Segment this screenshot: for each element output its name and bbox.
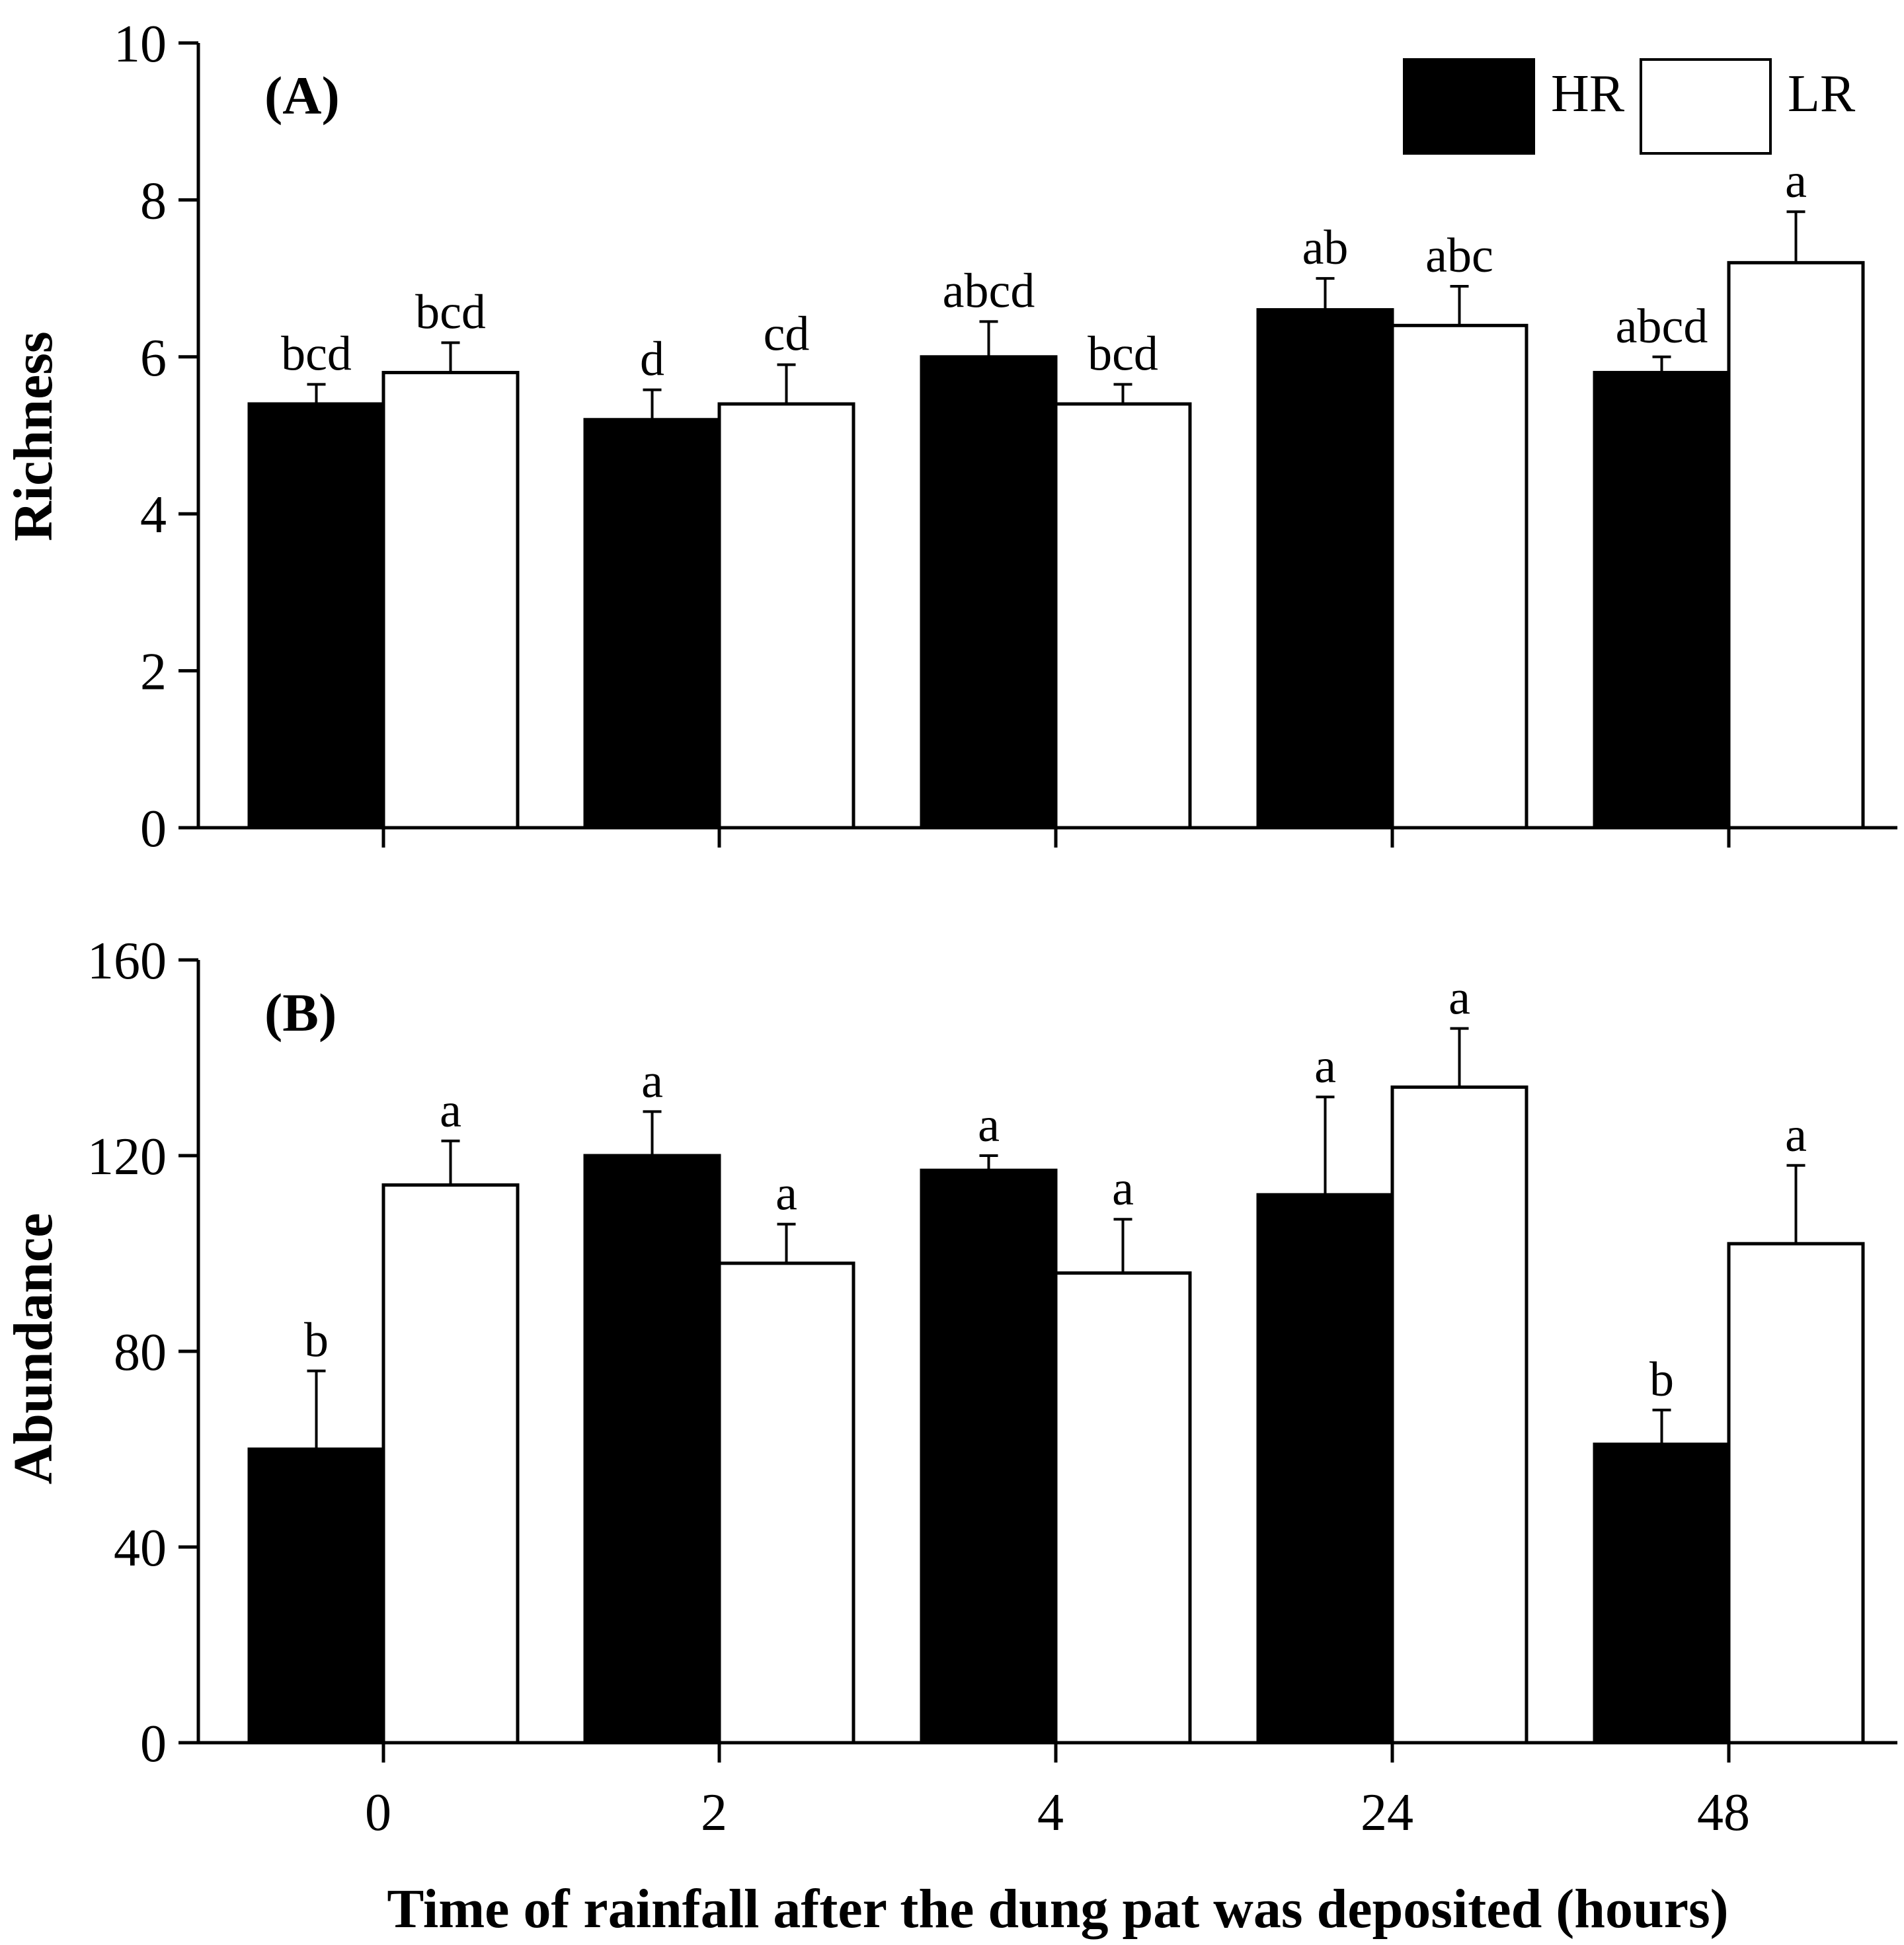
significance-letter: a — [1448, 971, 1470, 1025]
bar-lr — [1727, 260, 1865, 830]
significance-letter: a — [440, 1084, 461, 1138]
x-tick-label: 48 — [1697, 1784, 1750, 1842]
bar-hr — [583, 1154, 721, 1745]
significance-letter: b — [304, 1314, 329, 1368]
bar-lr — [1390, 323, 1528, 830]
significance-letter: a — [1785, 154, 1807, 208]
significance-letter: a — [1785, 1108, 1807, 1162]
bar-hr — [247, 1447, 385, 1745]
significance-letter: abcd — [1616, 299, 1708, 354]
significance-letter: a — [1112, 1162, 1134, 1216]
legend: HR LR — [1403, 58, 1856, 155]
y-tick-label: 4 — [140, 486, 167, 544]
legend-label-hr: HR — [1551, 65, 1625, 123]
x-axis-title: Time of rainfall after the dung pat was … — [387, 1878, 1728, 1940]
bar-lr — [717, 1261, 855, 1745]
significance-letter: d — [640, 333, 664, 387]
y-tick-label: 8 — [140, 172, 167, 230]
significance-letter: b — [1649, 1353, 1674, 1407]
bar-lr — [381, 371, 520, 830]
bar-lr — [381, 1183, 520, 1745]
bar-hr — [583, 418, 721, 830]
significance-letter: bcd — [281, 327, 352, 381]
panel-label: (B) — [264, 982, 337, 1043]
significance-letter: ab — [1302, 221, 1349, 275]
bar-hr — [1256, 1193, 1394, 1745]
x-tick-label: 0 — [365, 1784, 391, 1842]
bar-hr — [920, 355, 1058, 830]
bar-hr — [247, 402, 385, 830]
significance-letter: a — [775, 1167, 797, 1221]
y-tick-label: 2 — [140, 643, 167, 701]
y-tick-label: 0 — [140, 800, 167, 858]
bar-lr — [1390, 1085, 1528, 1745]
panel-label: (A) — [264, 65, 340, 126]
significance-letter: a — [641, 1054, 663, 1108]
y-tick-label: 6 — [140, 329, 167, 387]
bar-lr — [717, 402, 855, 830]
y-tick-label: 120 — [87, 1128, 167, 1186]
bar-lr — [1054, 1271, 1192, 1745]
y-tick-label: 40 — [114, 1519, 167, 1577]
significance-letter: cd — [764, 307, 810, 362]
bar-hr — [1593, 1443, 1731, 1745]
legend-label-lr: LR — [1788, 65, 1856, 123]
y-tick-label: 10 — [114, 15, 167, 73]
significance-letter: a — [1314, 1039, 1336, 1093]
x-tick-label: 2 — [701, 1784, 727, 1842]
significance-letter: abcd — [943, 264, 1035, 318]
bar-hr — [1593, 371, 1731, 830]
significance-letter: abc — [1425, 229, 1493, 283]
bar-lr — [1727, 1242, 1865, 1745]
legend-swatch-hr — [1403, 58, 1535, 155]
x-tick-label: 4 — [1037, 1784, 1064, 1842]
significance-letter: bcd — [415, 285, 486, 339]
y-tick-label: 80 — [114, 1324, 167, 1382]
y-axis-title: Richness — [3, 331, 64, 541]
y-tick-label: 0 — [140, 1715, 167, 1773]
bar-hr — [920, 1168, 1058, 1745]
x-tick-label: 24 — [1361, 1784, 1413, 1842]
bar-hr — [1256, 308, 1394, 830]
bar-lr — [1054, 402, 1192, 830]
y-tick-label: 160 — [87, 932, 167, 990]
significance-letter: a — [978, 1098, 1000, 1152]
significance-letter: bcd — [1088, 327, 1158, 381]
y-axis-title: Abundance — [3, 1213, 64, 1485]
legend-swatch-lr — [1640, 58, 1772, 155]
